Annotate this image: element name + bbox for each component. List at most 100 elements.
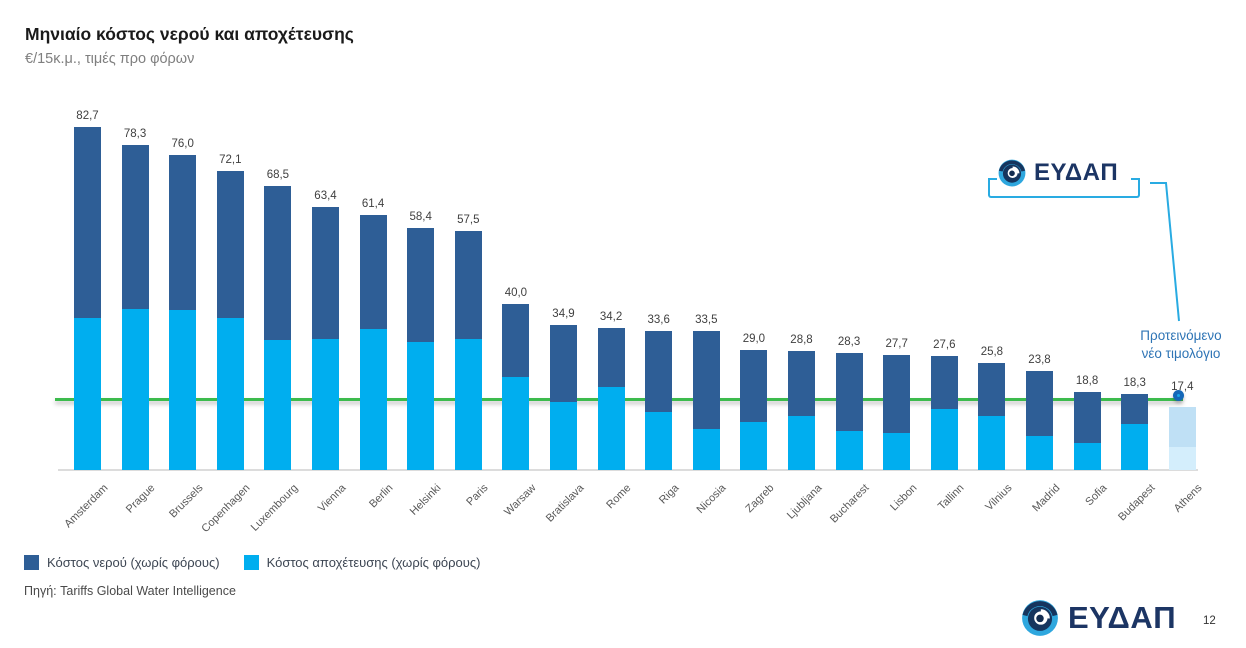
eydap-swirl-icon <box>1022 600 1058 636</box>
bar-value-label: 72,1 <box>219 153 242 166</box>
sewage-cost-segment <box>1121 423 1149 470</box>
bar-value-label: 34,9 <box>552 308 575 321</box>
sewage-color-swatch <box>243 555 259 570</box>
water-cost-segment <box>407 227 435 342</box>
water-cost-segment <box>550 325 577 402</box>
bar-value-label: 33,6 <box>647 313 670 326</box>
bar-athens <box>1168 406 1196 470</box>
bar-vilnius <box>978 362 1006 470</box>
water-cost-segment <box>597 328 625 387</box>
water-cost-segment <box>359 215 387 330</box>
bar-bucharest <box>835 352 863 470</box>
city-label-riga: Riga <box>656 482 682 507</box>
bar-tallinn <box>930 355 958 470</box>
city-label-athens: Athens <box>1172 482 1205 515</box>
sewage-cost-segment <box>835 430 863 470</box>
bar-value-label: 61,4 <box>361 198 385 211</box>
city-label-lisbon: Lisbon <box>887 482 920 514</box>
city-label-sofia: Sofia <box>1083 482 1110 509</box>
city-label-nicosia: Nicosia <box>694 482 729 516</box>
sewage-cost-segment <box>883 433 911 470</box>
bar-value-label: 57,5 <box>457 214 480 227</box>
water-cost-segment <box>264 185 292 341</box>
bar-prague <box>121 145 149 470</box>
bar-value-label: 23,8 <box>1028 354 1051 367</box>
source-note: Πηγή: Tariffs Global Water Intelligence <box>24 584 236 598</box>
bar-value-label: 82,7 <box>76 109 99 122</box>
bar-value-label: 18,3 <box>1123 377 1146 390</box>
legend-label: Κόστος νερού (χωρίς φόρους) <box>47 555 220 570</box>
bar-value-label: 18,8 <box>1075 375 1099 388</box>
sewage-cost-segment <box>312 338 339 470</box>
bar-amsterdam <box>74 126 101 470</box>
eydap-swirl-icon <box>998 159 1026 187</box>
sewage-cost-segment <box>74 318 101 470</box>
bar-value-label: 28,8 <box>790 333 813 346</box>
sewage-cost-segment <box>502 376 530 470</box>
bar-value-label: 68,5 <box>266 168 290 181</box>
water-cost-segment <box>740 349 768 422</box>
legend-item-sewage: Κόστος αποχέτευσης (χωρίς φόρους) <box>243 555 480 570</box>
proposed-tariff-annotation: Προτεινόμενο νέο τιμολόγιο <box>1140 328 1222 361</box>
bar-value-label: 40,0 <box>504 287 528 300</box>
chart-legend: Κόστος νερού (χωρίς φόρους) Κόστος αποχέ… <box>24 555 480 570</box>
bar-value-label: 28,3 <box>837 335 861 348</box>
city-label-bratislava: Bratislava <box>543 482 586 525</box>
city-label-tallinn: Tallinn <box>936 482 967 513</box>
bar-value-label: 27,7 <box>885 338 908 351</box>
bar-value-label: 25,8 <box>980 345 1004 358</box>
water-cost-segment <box>74 126 101 319</box>
sewage-cost-segment <box>1026 435 1053 470</box>
city-label-zagreb: Zagreb <box>743 482 777 516</box>
bar-value-label: 17,4 <box>1171 380 1194 393</box>
eydap-logo-text: ΕΥΔΑΠ <box>1034 159 1119 186</box>
sewage-cost-segment <box>692 428 720 470</box>
sewage-cost-segment <box>1073 443 1101 470</box>
water-cost-segment <box>169 154 197 310</box>
water-cost-segment <box>1121 394 1149 424</box>
water-cost-segment <box>1073 392 1101 444</box>
sewage-cost-segment <box>121 309 149 470</box>
water-cost-segment <box>788 350 815 417</box>
sewage-cost-segment <box>978 416 1006 470</box>
bar-vienna <box>312 207 339 470</box>
city-label-vilnius: Vilnius <box>983 482 1015 514</box>
bar-budapest <box>1121 394 1149 470</box>
sewage-cost-segment <box>407 341 435 470</box>
bar-luxembourg <box>264 185 292 470</box>
proposed-tariff-segment <box>1168 446 1196 470</box>
water-cost-segment <box>216 170 244 318</box>
x-axis-baseline <box>58 469 1198 471</box>
logo-bracket <box>988 179 1140 198</box>
city-label-budapest: Budapest <box>1115 482 1158 524</box>
proposed-tariff-marker <box>1172 390 1184 402</box>
sewage-cost-segment <box>645 411 673 470</box>
eydap-logo-footer: ΕΥΔΑΠ <box>1020 598 1176 638</box>
page-title: Μηνιαίο κόστος νερού και αποχέτευσης <box>25 24 354 44</box>
water-cost-segment <box>978 362 1006 417</box>
bar-value-label: 76,0 <box>171 137 194 150</box>
eydap-logo-text: ΕΥΔΑΠ <box>1068 600 1177 635</box>
bar-value-label: 78,3 <box>123 128 147 141</box>
bar-copenhagen <box>216 170 244 470</box>
city-label-bucharest: Bucharest <box>828 482 872 526</box>
sewage-cost-segment <box>788 416 815 470</box>
bar-madrid <box>1026 371 1053 470</box>
water-cost-segment <box>692 331 720 429</box>
city-label-rome: Rome <box>604 482 634 512</box>
bar-berlin <box>359 215 387 470</box>
city-label-madrid: Madrid <box>1029 482 1062 515</box>
sewage-cost-segment <box>454 338 482 470</box>
page-number: 12 <box>1203 615 1216 627</box>
bar-sofia <box>1073 392 1101 470</box>
sewage-cost-segment <box>550 401 577 470</box>
bar-value-label: 63,4 <box>314 190 337 203</box>
bar-bratislava <box>550 325 577 470</box>
bar-riga <box>645 330 673 470</box>
bar-zagreb <box>740 349 768 470</box>
water-color-swatch <box>24 555 39 570</box>
sewage-cost-segment <box>740 421 768 470</box>
city-label-ljubljana: Ljubljana <box>784 482 824 522</box>
